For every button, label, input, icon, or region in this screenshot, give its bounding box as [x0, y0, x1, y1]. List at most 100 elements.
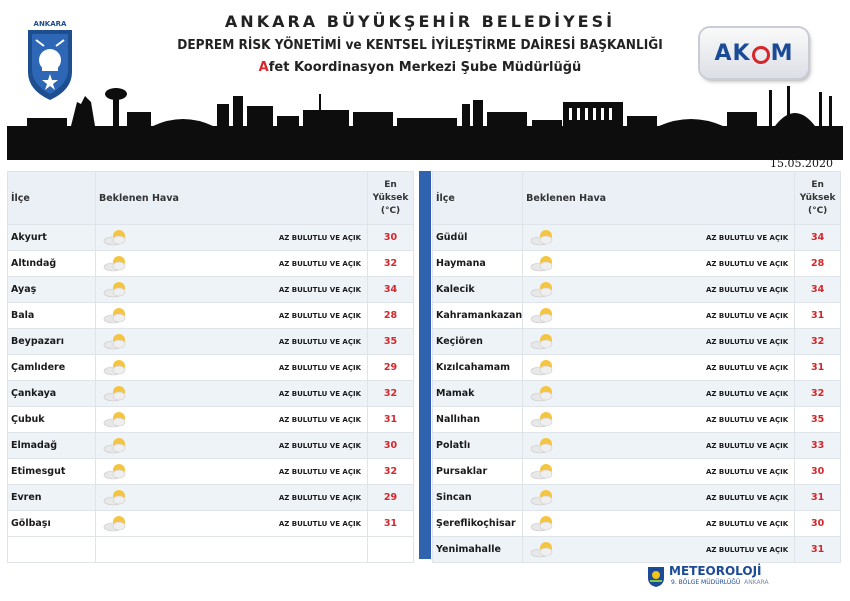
emblem-label: ANKARA [33, 20, 67, 28]
weather-condition: AZ BULUTLU VE AÇIK [705, 493, 789, 502]
max-temp-value: 30 [367, 432, 414, 459]
weather-cell: AZ BULUTLU VE AÇIK [522, 354, 796, 381]
max-temp-value: 30 [367, 224, 414, 251]
weather-cell: AZ BULUTLU VE AÇIK [95, 406, 368, 433]
district-name: Elmadağ [7, 432, 96, 459]
weather-condition: AZ BULUTLU VE AÇIK [705, 415, 789, 424]
max-temp-value: 29 [367, 354, 414, 381]
empty-cell [95, 536, 368, 563]
max-temp-value: 32 [367, 458, 414, 485]
district-name: Şereflikoçhisar [431, 510, 524, 537]
table-row: Mamak AZ BULUTLU VE AÇIK 32 [431, 380, 842, 407]
weather-condition: AZ BULUTLU VE AÇIK [278, 311, 361, 320]
branch-title: Afet Koordinasyon Merkezi Şube Müdürlüğü [150, 60, 690, 75]
table-header: İlçe Beklenen Hava En Yüksek (°C) [431, 171, 842, 225]
weather-cell: AZ BULUTLU VE AÇIK [522, 484, 796, 511]
weather-condition: AZ BULUTLU VE AÇIK [278, 493, 361, 502]
branch-title-rest: fet Koordinasyon Merkezi Şube Müdürlüğü [268, 60, 582, 75]
district-name: Sincan [431, 484, 524, 511]
max-temp-value: 31 [794, 354, 842, 381]
max-temp-header-line1: En [811, 179, 824, 190]
weather-condition: AZ BULUTLU VE AÇIK [705, 389, 789, 398]
max-temp-value: 32 [367, 250, 414, 277]
weather-cell: AZ BULUTLU VE AÇIK [95, 432, 368, 459]
table-row: Polatlı AZ BULUTLU VE AÇIK 33 [431, 432, 842, 459]
district-name: Beypazarı [7, 328, 96, 355]
max-temp-value: 30 [794, 458, 842, 485]
max-temp-header-line3: (°C) [807, 205, 828, 216]
district-name: Keçiören [431, 328, 524, 355]
weather-condition: AZ BULUTLU VE AÇIK [705, 441, 789, 450]
district-name: Yenimahalle [431, 536, 524, 563]
weather-condition: AZ BULUTLU VE AÇIK [278, 415, 361, 424]
max-temp-value: 33 [794, 432, 842, 459]
weather-cell: AZ BULUTLU VE AÇIK [522, 250, 796, 277]
max-temp-value: 32 [794, 380, 842, 407]
district-name: Gölbaşı [7, 510, 96, 537]
partly-cloudy-icon [530, 360, 553, 376]
district-name: Akyurt [7, 224, 96, 251]
empty-cell [367, 536, 414, 563]
partly-cloudy-icon [103, 256, 126, 272]
table-row: Ayaş AZ BULUTLU VE AÇIK 34 [7, 276, 414, 303]
district-name: Ayaş [7, 276, 96, 303]
max-temp-value: 31 [794, 302, 842, 329]
weather-condition: AZ BULUTLU VE AÇIK [705, 545, 789, 554]
forecast-table-right: İlçe Beklenen Hava En Yüksek (°C) Güdül A… [431, 171, 842, 563]
akom-logo-icon: AK M [700, 28, 808, 78]
max-temp-value: 34 [794, 276, 842, 303]
weather-cell: AZ BULUTLU VE AÇIK [95, 380, 368, 407]
district-name: Güdül [431, 224, 524, 251]
max-temp-value: 32 [794, 328, 842, 355]
empty-cell [7, 536, 96, 563]
weather-cell: AZ BULUTLU VE AÇIK [522, 510, 796, 537]
max-temp-value: 29 [367, 484, 414, 511]
weather-condition: AZ BULUTLU VE AÇIK [278, 467, 361, 476]
table-row [7, 536, 414, 563]
weather-cell: AZ BULUTLU VE AÇIK [522, 406, 796, 433]
partly-cloudy-icon [103, 334, 126, 350]
max-temp-header-line3: (°C) [380, 205, 401, 216]
weather-cell: AZ BULUTLU VE AÇIK [95, 458, 368, 485]
district-name: Çubuk [7, 406, 96, 433]
table-row: Güdül AZ BULUTLU VE AÇIK 34 [431, 224, 842, 251]
table-row: Beypazarı AZ BULUTLU VE AÇIK 35 [7, 328, 414, 355]
table-header: İlçe Beklenen Hava En Yüksek (°C) [7, 171, 414, 225]
table-row: Kızılcahamam AZ BULUTLU VE AÇIK 31 [431, 354, 842, 381]
partly-cloudy-icon [103, 516, 126, 532]
district-header: İlçe [7, 171, 96, 225]
max-temp-value: 28 [367, 302, 414, 329]
weather-condition: AZ BULUTLU VE AÇIK [278, 285, 361, 294]
district-name: Çamlıdere [7, 354, 96, 381]
max-temp-value: 32 [367, 380, 414, 407]
partly-cloudy-icon [530, 386, 553, 402]
department-title: DEPREM RİSK YÖNETİMİ ve KENTSEL İYİLEŞTİ… [177, 37, 663, 53]
table-row: Bala AZ BULUTLU VE AÇIK 28 [7, 302, 414, 329]
weather-cell: AZ BULUTLU VE AÇIK [522, 536, 796, 563]
max-temp-header-line2: Yüksek [799, 192, 836, 203]
max-temp-value: 31 [794, 536, 842, 563]
akom-logo-ring [751, 46, 770, 64]
branch-title-initial: A [258, 60, 269, 75]
weather-condition: AZ BULUTLU VE AÇIK [705, 337, 789, 346]
weather-condition: AZ BULUTLU VE AÇIK [705, 467, 789, 476]
max-temp-value: 28 [794, 250, 842, 277]
district-name: Çankaya [7, 380, 96, 407]
district-name: Etimesgut [7, 458, 96, 485]
partly-cloudy-icon [103, 282, 126, 298]
weather-condition: AZ BULUTLU VE AÇIK [278, 519, 361, 528]
weather-cell: AZ BULUTLU VE AÇIK [522, 432, 796, 459]
partly-cloudy-icon [103, 464, 126, 480]
ankara-skyline-icon [7, 86, 843, 160]
max-temp-header-line1: En [384, 179, 397, 190]
district-name: Nallıhan [431, 406, 524, 433]
meteorology-subtitle-main: 9. BÖLGE MÜDÜRLÜĞÜ [671, 579, 741, 586]
weather-condition: AZ BULUTLU VE AÇIK [278, 363, 361, 372]
meteorology-logo-icon: METEOROLOJİ 9. BÖLGE MÜDÜRLÜĞÜ ANKARA [647, 564, 787, 592]
akom-logo-right: M [770, 40, 794, 66]
district-name: Kalecik [431, 276, 524, 303]
weather-cell: AZ BULUTLU VE AÇIK [522, 380, 796, 407]
district-name: Haymana [431, 250, 524, 277]
table-row: Çamlıdere AZ BULUTLU VE AÇIK 29 [7, 354, 414, 381]
partly-cloudy-icon [103, 230, 126, 246]
